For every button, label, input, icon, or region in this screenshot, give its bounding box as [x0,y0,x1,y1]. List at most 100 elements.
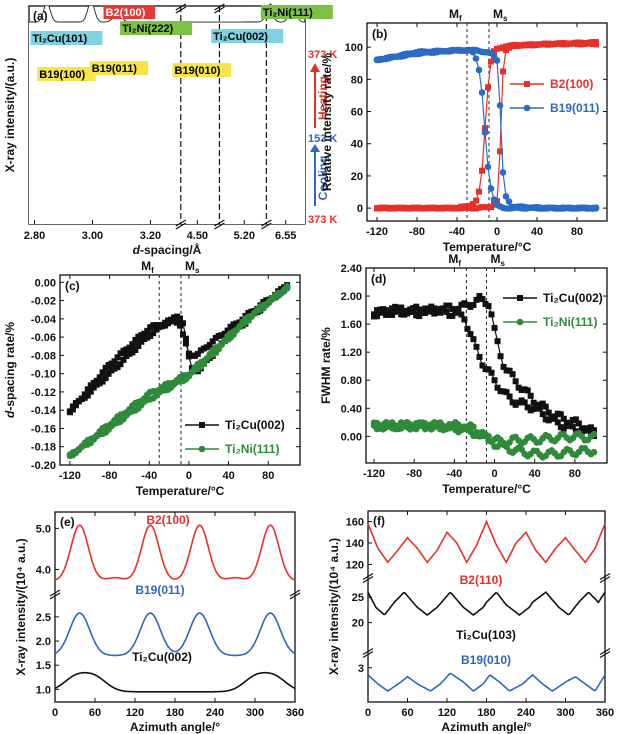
plot-frame [59,274,301,466]
data-point [572,416,579,423]
data-point [530,406,537,413]
data-point [96,374,103,381]
data-point [380,306,387,313]
data-point [488,438,495,445]
legend-marker [517,295,523,301]
heating-label: Heating [316,76,330,120]
data-point [455,305,462,312]
data-point [484,163,492,171]
data-point [530,399,537,406]
data-point [472,55,480,62]
data-point [446,302,453,309]
series-line-TiCu103 [367,591,606,617]
peak-label: B19(100) [39,69,85,81]
x-tick-label: 0 [494,226,500,238]
x-tick-label: 6.55 [275,230,296,242]
x-tick-label: 60 [401,707,413,719]
data-point [413,303,420,310]
data-point [69,406,76,413]
data-point [536,405,543,412]
x-tick-label: 300 [246,707,264,719]
data-point [437,305,444,312]
data-point [470,200,476,207]
data-point [590,430,598,438]
peak-label-box [37,67,96,81]
data-point [506,367,513,374]
y-axis-label: X-ray intensity/(a.u.) [3,58,17,173]
y-tick-label: -0.14 [31,405,57,417]
x-tick-label: 80 [571,226,583,238]
y-axis-label: X-ray intensity/(10⁴ a.u.) [327,538,341,675]
data-point [485,366,492,373]
data-point [410,305,417,312]
x-tick-label: 60 [89,707,101,719]
y-tick-label: -0.18 [31,442,56,454]
peak-label-box [89,61,149,75]
data-point [587,424,594,431]
data-point [509,371,516,378]
panel-label: (e) [60,515,75,529]
x-tick-label: 120 [438,707,456,719]
panel-label: (a) [33,9,48,23]
data-point [497,388,504,395]
panel-d: -120 -80 -40 0 40 80 0.00 0.40 0.80 1.20 1.60 2.00 2… [319,252,608,496]
x-tick-label: 40 [222,470,234,482]
data-point [488,369,495,376]
data-point [99,378,106,385]
series-label: B2(110) [460,573,503,587]
data-point [503,367,510,374]
series-line-TiCu002 [54,671,296,693]
panel-f: 0 60 120 180 240 300 360 Azimuth angle/° X-ray i… [327,510,614,734]
data-point [464,325,471,332]
y-tick-label: 5.0 [36,523,51,535]
data-point [443,302,450,309]
x-tick-label: 4.50 [187,230,208,242]
data-point [132,347,139,354]
data-point [497,353,504,360]
x-tick-label: -40 [141,470,157,482]
x-tick-label: -120 [366,226,388,238]
cooling-label: Cooling [316,156,330,201]
legend-label: Ti₂Ni(111) [543,315,597,329]
data-point [500,363,507,370]
x-tick-label: 180 [477,707,495,719]
y-tick-label: 4.0 [36,565,51,577]
data-point [536,401,543,408]
data-point [467,331,474,338]
data-point [557,411,564,418]
data-point [383,311,390,318]
x-tick-label: 360 [596,707,614,719]
x-tick-label: 0 [52,707,58,719]
data-point [404,310,411,317]
panel-label: (b) [372,27,387,41]
x-tick-label: -120 [59,470,81,482]
y-tick-label: -0.08 [31,350,56,362]
data-point [132,336,139,343]
data-point [105,370,112,377]
data-point [461,300,468,307]
data-point [581,427,588,434]
plot-frame [367,510,606,703]
data-point [487,185,495,192]
ms-label: Ms [493,7,508,23]
data-point [449,305,456,312]
x-axis-label: d-spacing/Å [133,242,202,257]
series-label: B19(010) [461,653,511,667]
data-point [117,361,124,368]
x-tick-label: 180 [166,707,184,719]
data-point [443,308,450,315]
panel-c: -120 -80 -40 0 40 80 0.00 -0.02 -0.04 -0.06 -0.08 -… [3,259,301,498]
data-point [476,293,483,300]
data-point [398,304,405,311]
y-tick-label: -0.10 [31,369,56,381]
data-point [563,423,570,430]
panel-a: B2(100) Ti₂Cu(101) Ti₂Ni(222) Ti₂Cu(002) Ti₂… [3,3,337,257]
data-point [485,432,492,440]
data-point [506,393,513,400]
data-point [524,404,531,411]
panel-label: (c) [65,279,80,293]
peak-label: Ti₂Ni(222) [122,23,173,35]
data-point [512,401,519,408]
data-point [452,308,459,315]
